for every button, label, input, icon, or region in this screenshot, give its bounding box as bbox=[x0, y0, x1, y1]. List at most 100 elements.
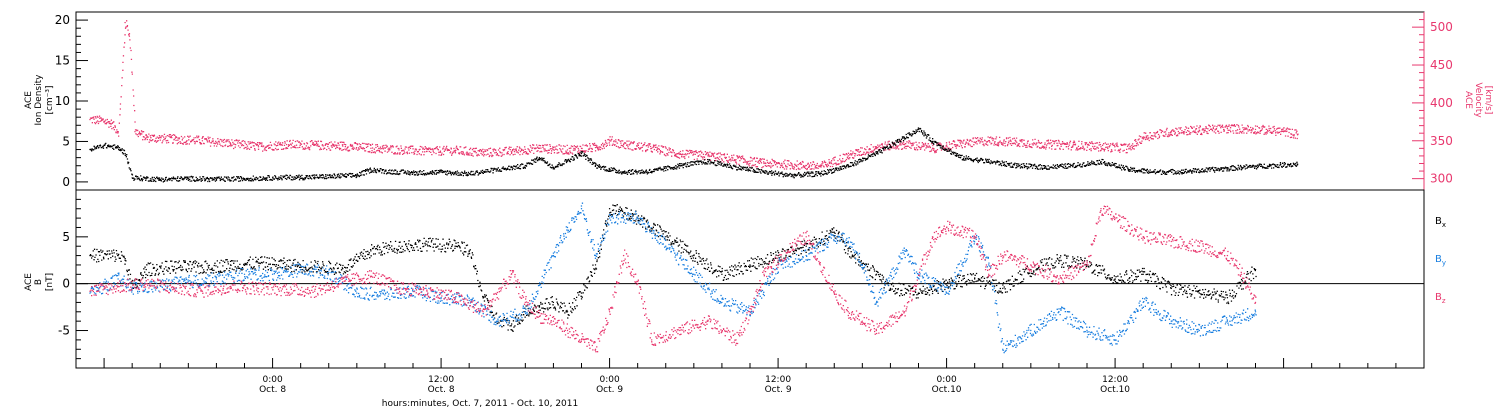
series-bx-point bbox=[1198, 292, 1201, 294]
series-by-point bbox=[875, 301, 878, 304]
time-tick-label: 12:00 bbox=[765, 375, 791, 385]
series-bx-point bbox=[580, 292, 583, 294]
date-tick-label: Oct. 9 bbox=[765, 385, 792, 395]
series-bx-point bbox=[552, 301, 555, 304]
series-by-point bbox=[847, 240, 849, 243]
velocity-series-point bbox=[847, 155, 849, 157]
series-bx-point bbox=[454, 245, 456, 247]
time-tick-label: 12:00 bbox=[1102, 375, 1128, 385]
velocity-series-point bbox=[819, 165, 821, 168]
series-bz-point bbox=[1002, 254, 1004, 257]
series-bz-point bbox=[510, 273, 512, 275]
series-bz-point bbox=[875, 329, 878, 332]
velocity-series-point bbox=[128, 35, 131, 37]
series-bx-point bbox=[229, 264, 232, 266]
series-by-point bbox=[117, 278, 119, 280]
series-by-point bbox=[1226, 320, 1229, 322]
series-by-point bbox=[468, 299, 470, 302]
velocity-series-point bbox=[1044, 143, 1046, 146]
velocity-series-point bbox=[791, 164, 793, 166]
field-legend: Bx By Bz bbox=[1435, 216, 1446, 305]
series-bx-point bbox=[145, 268, 147, 271]
date-tick-label: Oct. 9 bbox=[596, 385, 623, 395]
density-series-point bbox=[103, 144, 105, 147]
velocity-series-point bbox=[1170, 131, 1173, 133]
velocity-series-point bbox=[314, 144, 316, 146]
density-series-point bbox=[819, 173, 821, 175]
velocity-series-point bbox=[538, 147, 541, 149]
density-series-point bbox=[496, 169, 498, 171]
date-tick-label: Oct.10 bbox=[932, 385, 962, 395]
series-bz-point bbox=[679, 329, 681, 332]
series-bz-point bbox=[1240, 273, 1243, 275]
series-bz-point bbox=[805, 236, 807, 238]
velocity-series-point bbox=[510, 150, 512, 153]
series-bz-point bbox=[945, 226, 948, 229]
velocity-series-point bbox=[124, 21, 126, 24]
series-bz-point bbox=[974, 236, 976, 238]
velocity-series-point bbox=[117, 131, 119, 133]
series-bz-point bbox=[847, 311, 849, 313]
series-bx-point bbox=[608, 208, 611, 210]
velocity-series-point bbox=[370, 147, 372, 149]
series-bz-point bbox=[707, 320, 709, 322]
series-by-point bbox=[271, 273, 274, 275]
bottom-panel-frame bbox=[75, 189, 1425, 369]
density-velocity-panel: 0 5 10 15 20 300 350 400 450 500 bbox=[55, 11, 1453, 191]
series-by-point bbox=[580, 208, 583, 210]
series-by-point bbox=[1058, 311, 1060, 313]
velocity-series-point bbox=[89, 118, 91, 121]
series-bz-point bbox=[482, 311, 484, 313]
series-bx-point bbox=[1002, 287, 1004, 290]
velocity-tick-label: 300 bbox=[1430, 172, 1453, 186]
date-tick-label: Oct. 8 bbox=[428, 385, 455, 395]
field-tick-label: -5 bbox=[58, 324, 70, 338]
series-by-point bbox=[1030, 329, 1032, 332]
density-series-point bbox=[1156, 171, 1158, 173]
density-series-point bbox=[1016, 165, 1018, 167]
series-bz-point bbox=[833, 292, 835, 294]
series-bx-point bbox=[124, 259, 126, 261]
density-series-point bbox=[735, 166, 737, 168]
series-bz-point bbox=[791, 245, 793, 247]
series-bx-point bbox=[482, 297, 484, 299]
density-series-point bbox=[580, 152, 583, 155]
series-bx-point bbox=[805, 245, 807, 247]
density-series-point bbox=[679, 165, 681, 167]
density-series-point bbox=[159, 178, 161, 181]
series-bz-point bbox=[538, 315, 541, 318]
date-tick-label: Oct.10 bbox=[1100, 385, 1130, 395]
series-bz-point bbox=[594, 348, 597, 350]
velocity-series-point bbox=[1142, 136, 1144, 138]
series-bz-point bbox=[651, 339, 653, 341]
field-label-line3: [nT] bbox=[45, 273, 55, 291]
series-by-point bbox=[945, 292, 948, 294]
series-bx-point bbox=[398, 245, 400, 247]
density-series-point bbox=[468, 173, 470, 175]
density-series-point bbox=[917, 128, 920, 130]
series-bz-point bbox=[173, 287, 175, 290]
velocity-tick-label: 450 bbox=[1430, 58, 1453, 72]
series-bz-point bbox=[342, 281, 344, 283]
velocity-label-line2: Velocity bbox=[1473, 82, 1483, 118]
series-bx-point bbox=[693, 254, 695, 257]
date-tick-label: Oct. 8 bbox=[259, 385, 286, 395]
series-bz-point bbox=[229, 285, 232, 288]
series-bx-point bbox=[777, 254, 779, 257]
series-bz-point bbox=[426, 290, 428, 292]
density-axis-label: ACE Ion Density [cm⁻³] bbox=[24, 74, 55, 126]
velocity-series-point bbox=[608, 140, 611, 142]
velocity-series-point bbox=[1296, 134, 1299, 136]
density-series-point bbox=[622, 171, 625, 173]
density-series-point bbox=[931, 140, 934, 143]
series-bx-point bbox=[945, 283, 948, 285]
series-bx-point bbox=[173, 266, 175, 268]
density-series-point bbox=[707, 161, 709, 163]
series-by-point bbox=[412, 290, 414, 292]
field-label-line2: B bbox=[34, 279, 44, 285]
series-bx-point bbox=[356, 259, 358, 261]
series-bz-point bbox=[749, 311, 751, 313]
density-tick-label: 5 bbox=[62, 134, 70, 148]
velocity-tick-label: 500 bbox=[1430, 20, 1453, 34]
series-by-point bbox=[608, 217, 611, 219]
